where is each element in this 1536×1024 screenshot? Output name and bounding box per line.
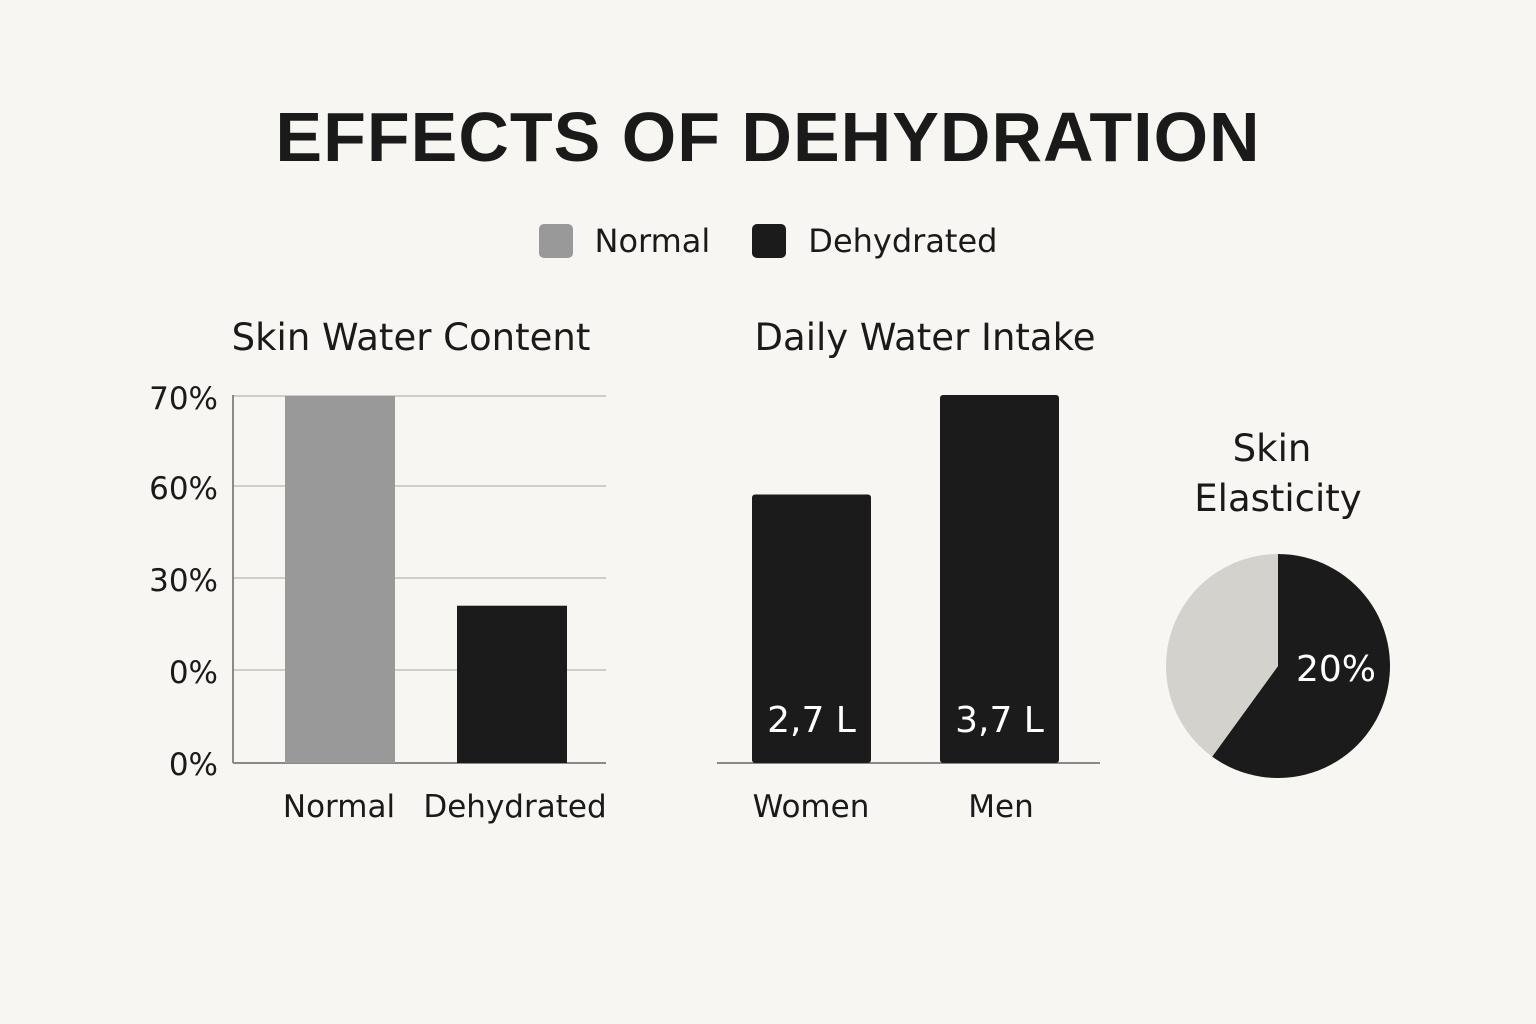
- legend-label-normal: Normal: [594, 222, 711, 260]
- data-label: 2,7 L: [767, 700, 856, 741]
- x-category-label: Normal: [283, 789, 395, 825]
- legend-item-dehydrated: Dehydrated: [752, 222, 997, 260]
- pie-slice: [1212, 554, 1391, 778]
- pie-slice-label: 20%: [1296, 649, 1376, 690]
- bar-normal: [285, 396, 395, 763]
- x-category-label: Women: [753, 789, 870, 825]
- bar-dehydrated: [457, 605, 567, 763]
- legend-label-dehydrated: Dehydrated: [808, 222, 998, 260]
- daily-water-intake-chart: Daily Water Intake 2,7 L 3,7 L Women Men: [717, 316, 1100, 825]
- y-tick-label: 60%: [149, 471, 218, 507]
- legend-item-normal: Normal: [538, 222, 711, 260]
- y-tick-label: 0%: [169, 747, 218, 783]
- pie-slice: [1166, 554, 1278, 757]
- bar-men: [940, 395, 1059, 763]
- chart-title-water-intake: Daily Water Intake: [755, 316, 1096, 359]
- y-tick-label: 70%: [149, 381, 218, 417]
- bar-women: [752, 494, 871, 763]
- skin-water-content-chart: Skin Water Content 70% 60% 30% 0% 0% Normal D…: [149, 316, 607, 825]
- legend-swatch-dehydrated: [752, 224, 787, 258]
- chart-title-elasticity-line2: Elasticity: [1194, 477, 1361, 520]
- data-label: 3,7 L: [955, 700, 1044, 741]
- chart-title-skin-water: Skin Water Content: [232, 316, 591, 359]
- skin-elasticity-chart: Skin Elasticity 20%: [1166, 427, 1391, 778]
- y-tick-label: 30%: [149, 563, 218, 599]
- page-title: EFFECTS OF DEHYDRATION: [275, 98, 1261, 176]
- x-category-label: Dehydrated: [423, 789, 606, 825]
- legend-swatch-normal: [538, 224, 573, 258]
- y-tick-label: 0%: [169, 655, 218, 691]
- chart-title-elasticity-line1: Skin: [1233, 427, 1312, 470]
- legend: Normal Dehydrated: [0, 222, 1536, 260]
- x-category-label: Men: [968, 789, 1033, 825]
